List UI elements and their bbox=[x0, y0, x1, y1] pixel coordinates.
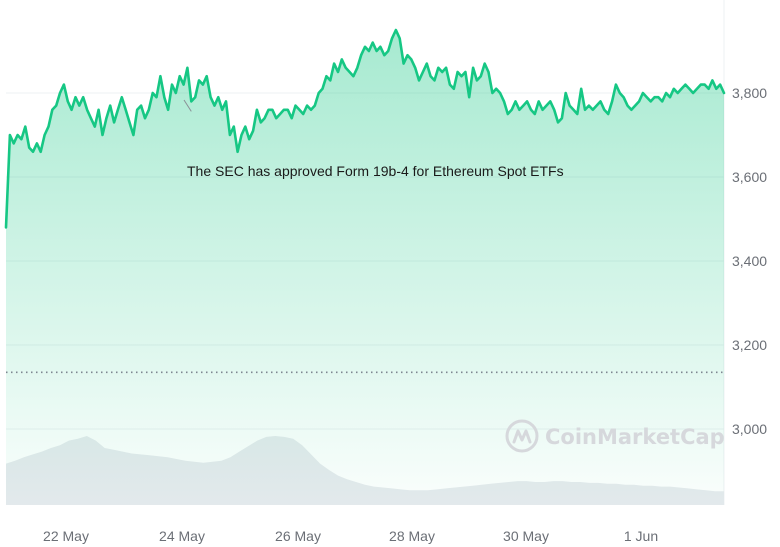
y-tick-label: 3,000 bbox=[732, 421, 767, 437]
price-area-fill bbox=[6, 30, 724, 505]
x-tick-label: 24 May bbox=[159, 528, 205, 544]
x-tick-label: 22 May bbox=[43, 528, 89, 544]
x-tick-label: 28 May bbox=[389, 528, 435, 544]
x-axis-ticks: 22 May 24 May 26 May 28 May 30 May 1 Jun bbox=[43, 528, 658, 544]
y-tick-label: 3,600 bbox=[732, 169, 767, 185]
y-tick-label: 3,400 bbox=[732, 253, 767, 269]
annotations: The SEC has approved Form 19b-4 for Ethe… bbox=[183, 99, 564, 179]
price-series bbox=[4, 28, 726, 229]
x-tick-label: 30 May bbox=[503, 528, 549, 544]
x-tick-label: 1 Jun bbox=[624, 528, 658, 544]
watermark-text: CoinMarketCap bbox=[545, 425, 725, 449]
annotation-leader-line bbox=[183, 99, 192, 112]
coinmarketcap-logo-icon bbox=[505, 419, 539, 453]
y-tick-label: 3,200 bbox=[732, 337, 767, 353]
price-line bbox=[4, 28, 726, 229]
annotation-text: The SEC has approved Form 19b-4 for Ethe… bbox=[187, 163, 564, 179]
y-axis-ticks: 3,000 3,200 3,400 3,600 3,800 bbox=[732, 85, 767, 437]
price-area bbox=[6, 30, 724, 505]
y-tick-label: 3,800 bbox=[732, 85, 767, 101]
watermark: CoinMarketCap bbox=[505, 419, 725, 453]
x-tick-label: 26 May bbox=[275, 528, 321, 544]
